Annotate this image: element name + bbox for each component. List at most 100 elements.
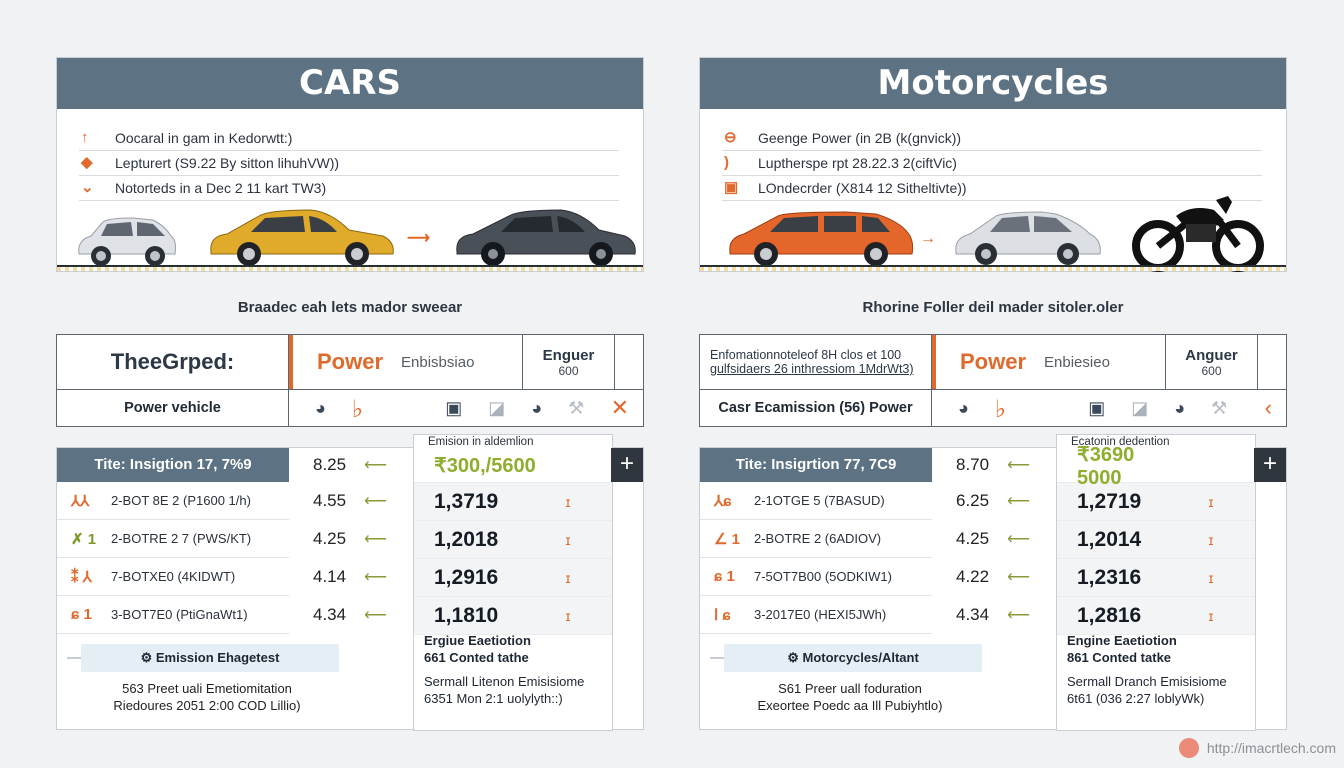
- plug-icon: ⚙: [787, 650, 803, 665]
- chevron-left-icon[interactable]: ‹: [1264, 395, 1272, 420]
- number-row: 1,2018 ɪ: [414, 521, 612, 559]
- wrench-icon[interactable]: ⚒: [568, 397, 585, 418]
- close-icon[interactable]: ✕: [610, 395, 629, 420]
- engine-icon[interactable]: ▣: [1088, 397, 1106, 418]
- value-cell: 4.25 ⟵: [313, 529, 388, 548]
- table-row[interactable]: ⅼ ɕ 3-2017E0 (HEXI5JWh): [700, 596, 932, 634]
- piston-icon[interactable]: ◪: [1131, 397, 1149, 418]
- arrow-right-icon: ⟶: [407, 230, 430, 247]
- emission-label: Enbisbsiao: [401, 353, 475, 371]
- number-row: 1,2916 ɪ: [414, 559, 612, 597]
- number-row: ₹3690 5000: [1057, 444, 1255, 489]
- value-cell: 4.55 ⟵: [313, 491, 388, 510]
- watermark: http://imacrtlech.com: [1178, 738, 1336, 758]
- arrow-left-icon: ⟵: [364, 607, 388, 624]
- motorcycles-title: Motorcycles: [700, 58, 1286, 109]
- oil-drop-icon[interactable]: ♭: [351, 393, 364, 423]
- table-row[interactable]: ⅄⅄ 2-BOT 8E 2 (P1600 1/h): [57, 482, 289, 520]
- hatchback-car-icon: [78, 217, 176, 266]
- cars-header-row: TheeGrped: Power Enbisbsiao Enguer 600: [56, 334, 644, 390]
- number-row: 1,2316 ɪ: [1057, 559, 1255, 597]
- motorcycles-panel: Motorcycles ⊖ Geenge Power (in 2B (k(gnvi…: [699, 57, 1287, 272]
- value-cell: 4.34 ⟵: [313, 605, 388, 624]
- chevron-down-icon: ⌄: [81, 179, 94, 196]
- cars-panel: CARS ↑ Oocaral in gam in Kedorwtt:) ◆ Lept…: [56, 57, 644, 272]
- arrow-left-icon: ⟵: [1007, 493, 1031, 510]
- number-row: 1,2719 ɪ: [1057, 483, 1255, 521]
- arrow-left-icon: ⟵: [364, 457, 388, 474]
- flame-icon: ◆: [81, 154, 93, 171]
- cars-subrow-label: Power vehicle: [57, 390, 289, 426]
- power-label: Power: [317, 349, 384, 374]
- motorcycles-engine-column[interactable]: Anguer 600: [1166, 335, 1258, 389]
- cars-power-column[interactable]: Power Enbisbsiao: [289, 335, 523, 389]
- arrow-left-icon: ⟵: [1007, 457, 1031, 474]
- silver-hatchback-icon: [955, 211, 1101, 265]
- cars-number-column: Emision in aldemlion ₹300,/5600 1,3719 ɪ …: [413, 434, 613, 731]
- motorcycles-sub-row: Casr Ecamission (56) Power ◕ ♭ ▣ ◪ ◕ ⚒ ‹: [699, 390, 1287, 427]
- motorcycles-power-column[interactable]: Power Enbiesieo: [932, 335, 1166, 389]
- motorcycles-feature-2: ) Luptherspe rpt 28.22.3 2(ciftVic): [722, 151, 1262, 176]
- number-row: 1,3719 ɪ: [414, 483, 612, 521]
- number-row: 1,2816 ɪ: [1057, 597, 1255, 635]
- motorcycles-tag[interactable]: ⚙ Motorcycles/Altant: [724, 644, 982, 672]
- engine-icon: ▣: [724, 179, 739, 196]
- table-row[interactable]: ⅄ɕ 2-1OTGE 5 (7BASUD): [700, 482, 932, 520]
- number-row: 1,1810 ɪ: [414, 597, 612, 635]
- piston-icon[interactable]: ◪: [488, 397, 506, 418]
- tool-icon: ⅄⅄: [71, 492, 90, 510]
- add-button[interactable]: +: [1254, 448, 1286, 482]
- motorcycles-subrow-label: Casr Ecamission (56) Power: [700, 390, 932, 426]
- table-row[interactable]: ɕ 1 7-5OT7B00 (5ODKIW1): [700, 558, 932, 596]
- tool-icon: ⁑ ⅄: [71, 568, 92, 586]
- arrow-up-icon: ↑: [81, 129, 89, 146]
- engine-icon[interactable]: ▣: [445, 397, 463, 418]
- table-row[interactable]: ⁑ ⅄ 7-BOTXE0 (4KIDWT): [57, 558, 289, 596]
- cars-data-table: Tite: Insigtion 17, 7%9 ⅄⅄ 2-BOT 8E 2 (P1…: [56, 434, 644, 731]
- table-row[interactable]: ɕ 1 3-BOT7E0 (PtiGnaWt1): [57, 596, 289, 634]
- gauge-icon: ⊖: [724, 129, 737, 146]
- motorcycles-data-title: Tite: Insigrtion 77, 7C9: [700, 448, 932, 482]
- motorcycle-icon: [1132, 196, 1264, 272]
- gauge-icon[interactable]: ◕: [531, 397, 543, 418]
- gauge-icon[interactable]: ◕: [958, 397, 969, 418]
- cars-feature-3: ⌄ Notorteds in a Dec 2 11 kart TW3): [79, 176, 619, 201]
- motorcycles-engine-note: Engine Eaetiotion 861 Conted tatke Serma…: [1067, 633, 1227, 706]
- oil-drop-icon[interactable]: ♭: [994, 393, 1007, 423]
- arrow-left-icon: ⟵: [1007, 607, 1031, 624]
- add-button[interactable]: +: [611, 448, 643, 482]
- tool-icon: ɕ 1: [71, 606, 92, 623]
- table-row[interactable]: ✗ 1 2-BOTRE 2 7 (PWS/KT): [57, 520, 289, 558]
- yellow-sedan-icon: [210, 209, 394, 266]
- tool-icon: ∠ 1: [714, 530, 740, 548]
- tool-icon: ɕ 1: [714, 568, 735, 585]
- cross-icon: ✗ 1: [71, 530, 97, 548]
- gauge-icon[interactable]: ◕: [1174, 397, 1186, 418]
- value-cell: 4.25 ⟵: [956, 529, 1031, 548]
- cars-feature-1: ↑ Oocaral in gam in Kedorwtt:): [79, 126, 619, 151]
- motorcycles-footnote: S61 Preer uall foduration Exeortee Poedc…: [757, 681, 943, 713]
- cars-sub-row: Power vehicle ◕ ♭ ▣ ◪ ◕ ⚒ ✕: [56, 390, 644, 427]
- logo-icon: [1178, 738, 1199, 758]
- table-row[interactable]: ∠ 1 2-BOTRE 2 (6ADIOV): [700, 520, 932, 558]
- cars-data-title: Tite: Insigtion 17, 7%9: [57, 448, 289, 482]
- cars-engine-column[interactable]: Enguer 600: [523, 335, 615, 389]
- motorcycles-feature-1: ⊖ Geenge Power (in 2B (k(gnvick)): [722, 126, 1262, 151]
- bracket-icon: ): [724, 154, 729, 171]
- value-cell: 8.25 ⟵: [313, 455, 388, 474]
- plug-icon: ⚙: [140, 650, 156, 665]
- value-cell: 6.25 ⟵: [956, 491, 1031, 510]
- wrench-icon[interactable]: ⚒: [1211, 397, 1228, 418]
- motorcycles-caption: Rhorine Foller deil mader sitoler.oler: [862, 299, 1124, 316]
- cars-title: CARS: [57, 58, 643, 109]
- cars-engine-note: Ergiue Eaetiotion 661 Conted tathe Serma…: [424, 633, 585, 706]
- gauge-icon[interactable]: ◕: [315, 397, 326, 418]
- cars-emission-tag[interactable]: ⚙ Emission Ehagetest: [81, 644, 339, 672]
- motorcycles-header-title: Enfomationnoteleof 8H clos et 100 gulfsi…: [700, 335, 932, 389]
- cars-footnote: 563 Preet uali Emetiomitation Riedoures …: [113, 681, 301, 713]
- number-row: ₹300,/5600: [414, 449, 612, 483]
- arrow-right-icon: →: [920, 230, 936, 247]
- cars-feature-2: ◆ Lepturert (S9.22 By sitton lihuhVW)): [79, 151, 619, 176]
- arrow-left-icon: ⟵: [364, 569, 388, 586]
- motorcycles-data-table: Tite: Insigrtion 77, 7C9 ⅄ɕ 2-1OTGE 5 (7B…: [699, 434, 1287, 731]
